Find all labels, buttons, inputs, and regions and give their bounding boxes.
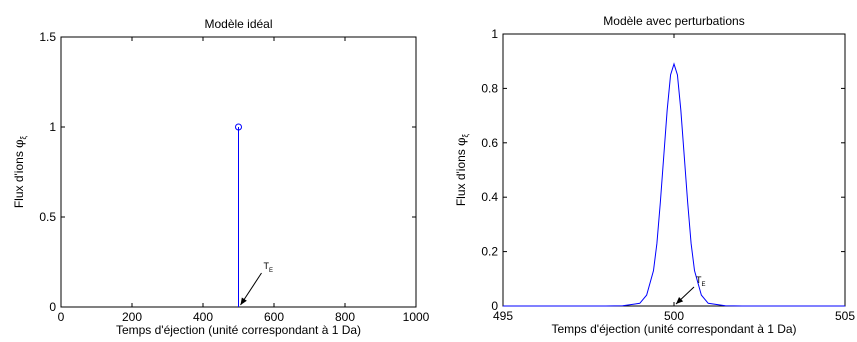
chart-title: Modèle idéal: [204, 17, 272, 31]
y-axis-label: Flux d'ions φξ: [454, 133, 470, 206]
x-tick-label: 200: [122, 310, 142, 324]
y-axis-label-symbol: φ: [454, 137, 468, 145]
y-axis-label-text: Flux d'ions: [12, 148, 26, 208]
x-axis-label: Temps d'éjection (unité correspondant à …: [551, 322, 796, 336]
plot-area-frame: [502, 33, 846, 307]
y-axis-label: Flux d'ions φξ: [12, 135, 28, 208]
y-axis-label-symbol: φ: [12, 139, 26, 147]
annotation-label: TE: [264, 261, 274, 274]
chart-1: Modèle idéal 0 200 400 600 800 1000 0 0.5 1 1.5 Tem…: [12, 17, 430, 337]
y-axis-label-subscript: ξ: [19, 135, 28, 139]
y-tick-label: 0.8: [481, 81, 498, 95]
x-tick-label: 495: [493, 309, 513, 323]
annotation-label-main: T: [696, 275, 702, 285]
stem-marker: [235, 123, 242, 131]
y-tick-label: 0: [49, 300, 56, 314]
annotation-label-subscript: E: [702, 282, 706, 288]
y-tick-label: 0: [491, 299, 498, 313]
x-tick-label: 500: [664, 309, 684, 323]
annotation-label-main: T: [264, 261, 270, 271]
y-tick-label: 1: [491, 27, 498, 41]
y-axis-label-subscript: ξ: [461, 133, 470, 137]
x-tick-label: 400: [193, 310, 213, 324]
annotation-arrow-head: [240, 297, 247, 305]
y-tick-label: 0.4: [481, 190, 498, 204]
x-tick-label: 505: [835, 309, 855, 323]
y-tick-label: 1.5: [39, 30, 56, 44]
x-tick-label: 0: [58, 310, 65, 324]
y-tick-label: 0.6: [481, 136, 498, 150]
y-tick-label: 1: [49, 120, 56, 134]
x-tick-label: 1000: [403, 310, 430, 324]
annotation-label: TE: [696, 275, 706, 288]
chart-2: Modèle avec perturbations 495 500 505 0 0.2 0.…: [454, 14, 855, 336]
x-axis-label: Temps d'éjection (unité correspondant à …: [116, 323, 361, 337]
y-tick-label: 0.5: [39, 210, 56, 224]
annotation-arrow-head: [676, 297, 684, 304]
y-axis-label-text: Flux d'ions: [454, 146, 468, 206]
series-line: [503, 62, 845, 307]
y-tick-label: 0.2: [481, 245, 498, 259]
x-tick-label: 600: [264, 310, 284, 324]
x-tick-label: 800: [335, 310, 355, 324]
annotation-label-subscript: E: [269, 268, 273, 274]
chart-title: Modèle avec perturbations: [603, 14, 744, 28]
